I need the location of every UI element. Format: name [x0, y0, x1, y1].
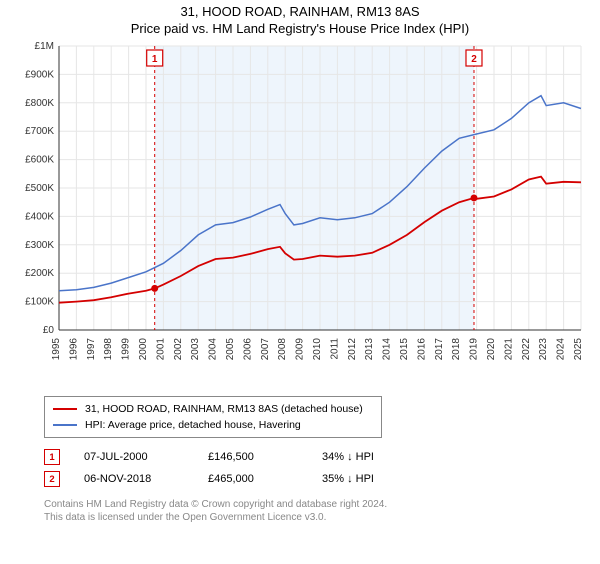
svg-text:2010: 2010	[312, 338, 323, 361]
svg-text:£0: £0	[43, 325, 55, 336]
chart-svg: £0 £100K £200K £300K £400K £500K £600K £700K £80…	[15, 40, 585, 390]
svg-text:£600K: £600K	[25, 155, 54, 166]
sale-date: 06-NOV-2018	[84, 473, 184, 485]
sale-delta: 35% ↓ HPI	[322, 473, 374, 485]
legend: 31, HOOD ROAD, RAINHAM, RM13 8AS (detach…	[44, 396, 382, 438]
svg-text:2008: 2008	[277, 338, 288, 361]
svg-text:2019: 2019	[469, 338, 480, 361]
svg-text:2021: 2021	[503, 338, 514, 361]
svg-text:£500K: £500K	[25, 183, 54, 194]
svg-text:2000: 2000	[138, 338, 149, 361]
title-address: 31, HOOD ROAD, RAINHAM, RM13 8AS	[0, 4, 600, 19]
svg-text:£700K: £700K	[25, 126, 54, 137]
svg-text:2018: 2018	[451, 338, 462, 361]
svg-text:2009: 2009	[295, 338, 306, 361]
legend-label: 31, HOOD ROAD, RAINHAM, RM13 8AS (detach…	[85, 403, 363, 415]
svg-text:1996: 1996	[68, 338, 79, 361]
svg-text:2015: 2015	[399, 338, 410, 361]
svg-text:2013: 2013	[364, 338, 375, 361]
svg-text:£300K: £300K	[25, 240, 54, 251]
sales-table: 1 07-JUL-2000 £146,500 34% ↓ HPI 2 06-NO…	[44, 446, 600, 490]
sale-date: 07-JUL-2000	[84, 451, 184, 463]
legend-row: HPI: Average price, detached house, Have…	[53, 417, 373, 433]
sale-price: £465,000	[208, 473, 298, 485]
svg-text:2002: 2002	[173, 338, 184, 361]
svg-text:£200K: £200K	[25, 268, 54, 279]
sale-delta: 34% ↓ HPI	[322, 451, 374, 463]
sale-row: 2 06-NOV-2018 £465,000 35% ↓ HPI	[44, 468, 600, 490]
chart: £0 £100K £200K £300K £400K £500K £600K £700K £80…	[15, 40, 585, 390]
svg-text:£400K: £400K	[25, 211, 54, 222]
svg-text:2006: 2006	[242, 338, 253, 361]
svg-text:2023: 2023	[538, 338, 549, 361]
svg-text:1: 1	[152, 54, 158, 65]
svg-text:2003: 2003	[190, 338, 201, 361]
svg-text:2022: 2022	[521, 338, 532, 361]
svg-text:1998: 1998	[103, 338, 114, 361]
svg-text:2016: 2016	[416, 338, 427, 361]
legend-swatch	[53, 424, 77, 426]
svg-text:£800K: £800K	[25, 98, 54, 109]
svg-text:2024: 2024	[556, 338, 567, 361]
svg-text:£900K: £900K	[25, 69, 54, 80]
svg-text:2017: 2017	[434, 338, 445, 361]
svg-text:2020: 2020	[486, 338, 497, 361]
svg-text:2005: 2005	[225, 338, 236, 361]
svg-text:2014: 2014	[382, 338, 393, 361]
svg-text:2025: 2025	[573, 338, 584, 361]
svg-text:£1M: £1M	[35, 41, 54, 52]
svg-text:£100K: £100K	[25, 297, 54, 308]
footer-line: Contains HM Land Registry data © Crown c…	[44, 498, 600, 511]
legend-label: HPI: Average price, detached house, Have…	[85, 419, 301, 431]
footer-line: This data is licensed under the Open Gov…	[44, 511, 600, 524]
svg-text:2001: 2001	[155, 338, 166, 361]
title-subtitle: Price paid vs. HM Land Registry's House …	[0, 21, 600, 36]
svg-text:1997: 1997	[86, 338, 97, 361]
svg-text:2004: 2004	[208, 338, 219, 361]
sale-marker-icon: 1	[44, 449, 60, 465]
sale-row: 1 07-JUL-2000 £146,500 34% ↓ HPI	[44, 446, 600, 468]
footer: Contains HM Land Registry data © Crown c…	[44, 498, 600, 524]
sale-marker-icon: 2	[44, 471, 60, 487]
svg-text:2007: 2007	[260, 338, 271, 361]
legend-swatch	[53, 408, 77, 410]
title-block: 31, HOOD ROAD, RAINHAM, RM13 8AS Price p…	[0, 4, 600, 36]
chart-container: 31, HOOD ROAD, RAINHAM, RM13 8AS Price p…	[0, 4, 600, 564]
legend-row: 31, HOOD ROAD, RAINHAM, RM13 8AS (detach…	[53, 401, 373, 417]
svg-text:2011: 2011	[329, 338, 340, 360]
svg-text:2012: 2012	[347, 338, 358, 361]
svg-text:1995: 1995	[51, 338, 62, 361]
svg-text:1999: 1999	[121, 338, 132, 361]
sale-price: £146,500	[208, 451, 298, 463]
svg-text:2: 2	[471, 54, 477, 65]
